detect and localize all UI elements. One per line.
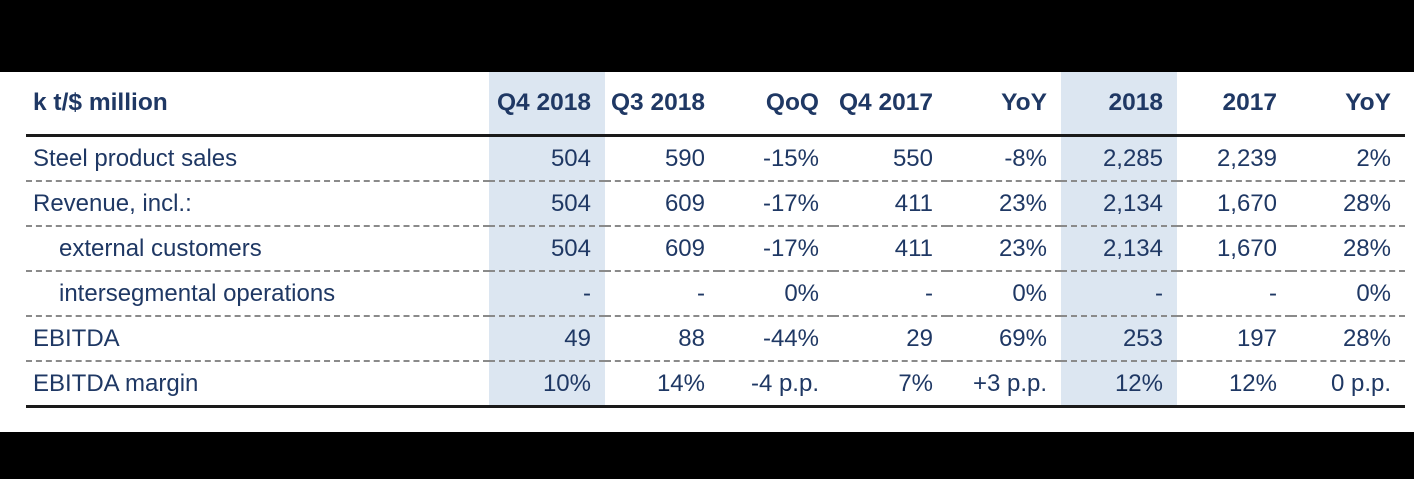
- cell-external-customers-yoy-year: 28%: [1291, 226, 1405, 272]
- cell-ebitda-2017: 197: [1177, 316, 1291, 362]
- cell-external-customers-2018: 2,134: [1061, 226, 1177, 272]
- cell-steel-product-sales-q3-2018: 590: [605, 135, 719, 182]
- financial-summary-table: k t/$ million Q4 2018 Q3 2018 QoQ Q4 201…: [26, 72, 1405, 408]
- cell-intersegmental-operations-yoy-year: 0%: [1291, 271, 1405, 317]
- cell-steel-product-sales-q4-2017: 550: [833, 135, 947, 182]
- cell-ebitda-yoy-quarter: 69%: [947, 316, 1061, 362]
- cell-ebitda-margin-qoq: -4 p.p.: [719, 361, 833, 408]
- cell-ebitda-margin-2018: 12%: [1061, 361, 1177, 408]
- column-header-q4-2017[interactable]: Q4 2017: [833, 72, 947, 137]
- cell-revenue-q4-2018: 504: [489, 181, 605, 227]
- cell-external-customers-yoy-quarter: 23%: [947, 226, 1061, 272]
- cell-revenue-2018: 2,134: [1061, 181, 1177, 227]
- cell-ebitda-q4-2018: 49: [489, 316, 605, 362]
- table-header-row: k t/$ million Q4 2018 Q3 2018 QoQ Q4 201…: [26, 72, 1405, 137]
- cell-ebitda-margin-q4-2018: 10%: [489, 361, 605, 408]
- cell-intersegmental-operations-qoq: 0%: [719, 271, 833, 317]
- cell-steel-product-sales-2018: 2,285: [1061, 135, 1177, 182]
- financial-table-container: k t/$ million Q4 2018 Q3 2018 QoQ Q4 201…: [26, 72, 1405, 408]
- cell-ebitda-margin-yoy-year: 0 p.p.: [1291, 361, 1405, 408]
- row-label-revenue: Revenue, incl.:: [26, 181, 489, 227]
- cell-ebitda-margin-q3-2018: 14%: [605, 361, 719, 408]
- header-corner-label: k t/$ million: [26, 72, 489, 137]
- table-header: k t/$ million Q4 2018 Q3 2018 QoQ Q4 201…: [26, 72, 1405, 137]
- cell-external-customers-q3-2018: 609: [605, 226, 719, 272]
- table-row: EBITDA margin 10% 14% -4 p.p. 7% +3 p.p.…: [26, 361, 1405, 408]
- cell-ebitda-margin-2017: 12%: [1177, 361, 1291, 408]
- column-header-qoq[interactable]: QoQ: [719, 72, 833, 137]
- cell-ebitda-qoq: -44%: [719, 316, 833, 362]
- cell-intersegmental-operations-q3-2018: -: [605, 271, 719, 317]
- cell-external-customers-q4-2018: 504: [489, 226, 605, 272]
- row-label-ebitda-margin: EBITDA margin: [26, 361, 489, 408]
- cell-ebitda-q3-2018: 88: [605, 316, 719, 362]
- table-row: EBITDA 49 88 -44% 29 69% 253 197 28%: [26, 316, 1405, 362]
- cell-ebitda-yoy-year: 28%: [1291, 316, 1405, 362]
- cell-revenue-yoy-year: 28%: [1291, 181, 1405, 227]
- cell-intersegmental-operations-q4-2018: -: [489, 271, 605, 317]
- table-row: Revenue, incl.: 504 609 -17% 411 23% 2,1…: [26, 181, 1405, 227]
- cell-ebitda-margin-yoy-quarter: +3 p.p.: [947, 361, 1061, 408]
- cell-external-customers-q4-2017: 411: [833, 226, 947, 272]
- cell-ebitda-q4-2017: 29: [833, 316, 947, 362]
- cell-intersegmental-operations-2018: -: [1061, 271, 1177, 317]
- table-row: Steel product sales 504 590 -15% 550 -8%…: [26, 135, 1405, 182]
- cell-ebitda-margin-q4-2017: 7%: [833, 361, 947, 408]
- row-label-external-customers: external customers: [26, 226, 489, 272]
- cell-intersegmental-operations-q4-2017: -: [833, 271, 947, 317]
- slide-canvas: k t/$ million Q4 2018 Q3 2018 QoQ Q4 201…: [0, 72, 1414, 432]
- cell-intersegmental-operations-yoy-quarter: 0%: [947, 271, 1061, 317]
- cell-steel-product-sales-q4-2018: 504: [489, 135, 605, 182]
- cell-revenue-q3-2018: 609: [605, 181, 719, 227]
- column-header-2017[interactable]: 2017: [1177, 72, 1291, 137]
- column-header-yoy-year[interactable]: YoY: [1291, 72, 1405, 137]
- cell-ebitda-2018: 253: [1061, 316, 1177, 362]
- row-label-steel-product-sales: Steel product sales: [26, 135, 489, 182]
- cell-revenue-2017: 1,670: [1177, 181, 1291, 227]
- cell-steel-product-sales-yoy-year: 2%: [1291, 135, 1405, 182]
- column-header-q4-2018[interactable]: Q4 2018: [489, 72, 605, 137]
- cell-steel-product-sales-qoq: -15%: [719, 135, 833, 182]
- table-body: Steel product sales 504 590 -15% 550 -8%…: [26, 135, 1405, 408]
- row-label-ebitda: EBITDA: [26, 316, 489, 362]
- cell-revenue-yoy-quarter: 23%: [947, 181, 1061, 227]
- cell-revenue-q4-2017: 411: [833, 181, 947, 227]
- cell-external-customers-2017: 1,670: [1177, 226, 1291, 272]
- cell-steel-product-sales-2017: 2,239: [1177, 135, 1291, 182]
- column-header-q3-2018[interactable]: Q3 2018: [605, 72, 719, 137]
- table-row: intersegmental operations - - 0% - 0% - …: [26, 271, 1405, 317]
- cell-external-customers-qoq: -17%: [719, 226, 833, 272]
- column-header-yoy-quarter[interactable]: YoY: [947, 72, 1061, 137]
- table-row: external customers 504 609 -17% 411 23% …: [26, 226, 1405, 272]
- column-header-2018[interactable]: 2018: [1061, 72, 1177, 137]
- row-label-intersegmental-operations: intersegmental operations: [26, 271, 489, 317]
- cell-intersegmental-operations-2017: -: [1177, 271, 1291, 317]
- cell-steel-product-sales-yoy-quarter: -8%: [947, 135, 1061, 182]
- cell-revenue-qoq: -17%: [719, 181, 833, 227]
